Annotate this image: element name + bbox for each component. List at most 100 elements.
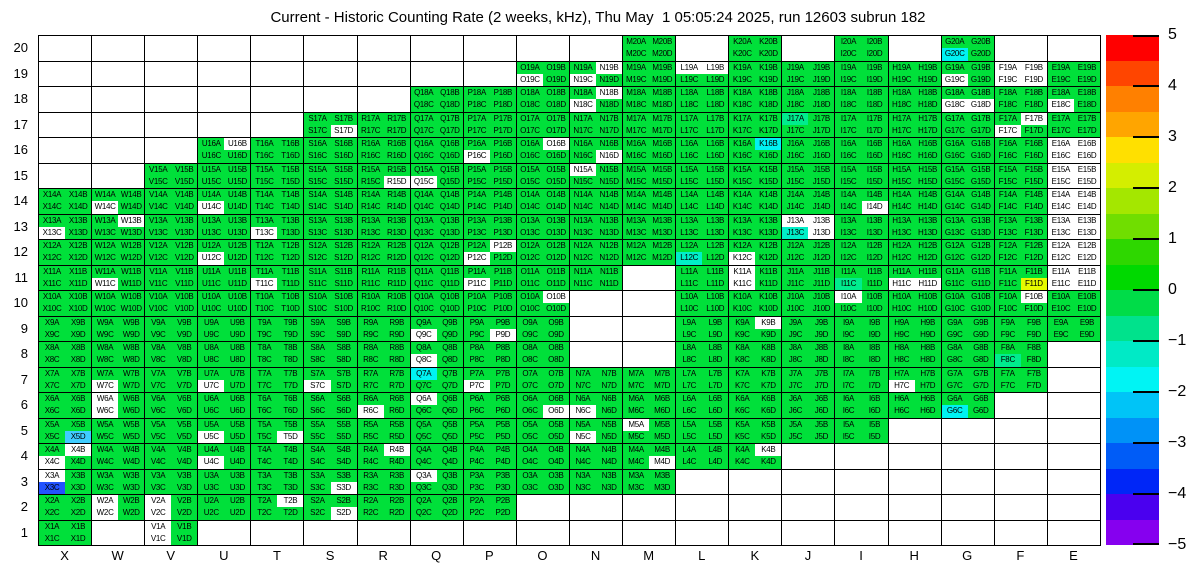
cell-O9B: O9B <box>542 316 569 329</box>
cell-O7B: O7B <box>542 367 569 380</box>
cell-U12C: U12C <box>198 252 225 265</box>
colorbar-segment-1 <box>1106 60 1159 86</box>
grid-cell-Q10: Q10A Q10B Q10C Q10D <box>410 291 464 317</box>
cell-X7B: X7B <box>65 367 92 380</box>
cell-T6C: T6C <box>251 405 278 418</box>
cell-H13B: H13B <box>914 214 941 227</box>
cell-H17C: H17C <box>888 124 915 137</box>
cell-T16B: T16B <box>277 138 304 151</box>
cell-S14A: S14A <box>304 189 331 202</box>
cell-F14C: F14C <box>994 201 1021 214</box>
cell-V2D: V2D <box>171 507 198 520</box>
cell-T11A: T11A <box>251 265 278 278</box>
grid-cell-J8: J8A J8B J8C J8D <box>782 342 836 368</box>
cell-N4C: N4C <box>569 456 597 469</box>
cell-Q12C: Q12C <box>410 252 437 265</box>
cell-J18A: J18A <box>782 87 809 100</box>
grid-cell-P19 <box>463 61 517 87</box>
cell-H18C: H18C <box>888 99 915 112</box>
cell-T7C: T7C <box>251 379 278 392</box>
grid-cell-V5: V5A V5B V5C V5D <box>145 418 199 444</box>
cell-R6D: R6D <box>383 405 410 418</box>
cell-M3C: M3C <box>623 481 650 494</box>
cell-P6C: P6C <box>463 405 490 418</box>
grid-cell-T2: T2A T2B T2C T2D <box>251 495 305 521</box>
cell-X11A: X11A <box>39 265 66 278</box>
grid-cell-G6: G6A G6B G6C G6D <box>941 393 995 419</box>
grid-cell-P18: P18A P18B P18C P18D <box>463 87 517 113</box>
cell-M17C: M17C <box>623 124 650 137</box>
cell-R13B: R13B <box>383 214 410 227</box>
grid-cell-R7: R7A R7B R7C R7D <box>357 367 411 393</box>
grid-cell-S9: S9A S9B S9C S9D <box>304 316 358 342</box>
cell-T8B: T8B <box>277 342 304 355</box>
cell-Q10B: Q10B <box>436 291 463 304</box>
grid-cell-R18 <box>357 87 411 113</box>
cell-U16C: U16C <box>198 150 225 163</box>
cell-P14B: P14B <box>489 189 516 202</box>
cell-N18B: N18B <box>596 87 623 100</box>
cell-W8A: W8A <box>92 342 119 355</box>
grid-cell-Q13: Q13A Q13B Q13C Q13D <box>410 214 464 240</box>
cell-L16A: L16A <box>676 138 703 151</box>
cell-E14D: E14D <box>1073 201 1100 214</box>
cell-W4D: W4D <box>118 456 145 469</box>
cell-K17C: K17C <box>729 124 756 137</box>
cell-R6A: R6A <box>357 393 384 406</box>
cell-L19C: L19C <box>676 73 703 86</box>
cell-R4D: R4D <box>383 456 410 469</box>
cell-V2B: V2B <box>171 495 198 508</box>
grid-cell-O2 <box>516 495 570 521</box>
cell-L12B: L12B <box>702 240 729 253</box>
cell-M16C: M16C <box>623 150 650 163</box>
cell-P13A: P13A <box>463 214 490 227</box>
cell-Q11A: Q11A <box>410 265 437 278</box>
cell-U3A: U3A <box>198 469 225 482</box>
cell-X5C: X5C <box>39 430 66 443</box>
cell-L17D: L17D <box>702 124 729 137</box>
grid-cell-R8: R8A R8B R8C R8D <box>357 342 411 368</box>
grid-cell-U16: U16A U16B U16C U16D <box>198 138 252 164</box>
cell-N7C: N7C <box>569 379 597 392</box>
y-axis-label-20: 20 <box>13 40 28 56</box>
cell-K10A: K10A <box>729 291 756 304</box>
cell-L16C: L16C <box>676 150 703 163</box>
cell-N13A: N13A <box>569 214 597 227</box>
cell-K11C: K11C <box>729 277 756 290</box>
cell-U14B: U14B <box>224 189 251 202</box>
cell-N12B: N12B <box>596 240 623 253</box>
cell-P6D: P6D <box>489 405 516 418</box>
grid-cell-L12: L12A L12B L12C L12D <box>676 240 730 266</box>
grid-cell-K1 <box>729 520 783 546</box>
cell-H19C: H19C <box>888 73 915 86</box>
grid-cell-W20 <box>92 36 146 62</box>
cell-P18C: P18C <box>463 99 490 112</box>
cell-T5D: T5D <box>277 430 304 443</box>
cell-J12C: J12C <box>782 252 809 265</box>
cell-J17B: J17B <box>808 112 835 125</box>
grid-cell-F2 <box>994 495 1048 521</box>
cell-L7C: L7C <box>676 379 703 392</box>
cell-N17C: N17C <box>569 124 597 137</box>
cell-R12C: R12C <box>357 252 384 265</box>
cell-J5A: J5A <box>782 418 809 431</box>
cell-T7B: T7B <box>277 367 304 380</box>
cell-H11D: H11D <box>914 277 941 290</box>
grid-cell-G20: G20A G20B G20C G20D <box>941 36 995 62</box>
grid-cell-R14: R14A R14B R14C R14D <box>357 189 411 215</box>
cell-S15B: S15B <box>330 163 357 176</box>
cell-P18D: P18D <box>489 99 516 112</box>
cell-T9C: T9C <box>251 328 278 341</box>
cell-S4C: S4C <box>304 456 331 469</box>
cell-R7C: R7C <box>357 379 384 392</box>
cell-H19D: H19D <box>914 73 941 86</box>
cell-I6B: I6B <box>861 393 888 406</box>
cell-J6A: J6A <box>782 393 809 406</box>
cell-J7A: J7A <box>782 367 809 380</box>
grid-cell-G18: G18A G18B G18C G18D <box>941 87 995 113</box>
cell-F7C: F7C <box>994 379 1021 392</box>
grid-cell-J4 <box>782 444 836 470</box>
cell-F16B: F16B <box>1020 138 1047 151</box>
cell-J7D: J7D <box>808 379 835 392</box>
cell-W6B: W6B <box>118 393 145 406</box>
